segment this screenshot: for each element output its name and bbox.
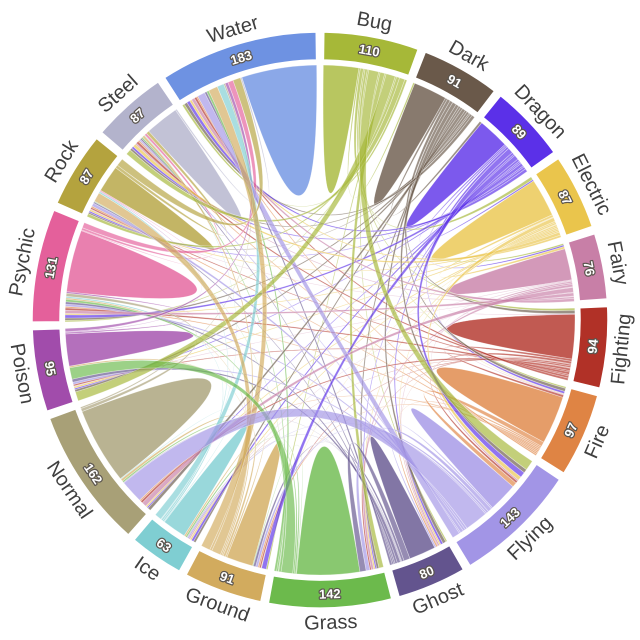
ribbon-poison-water [64,81,253,332]
arc-segment-fairy [567,232,609,302]
self-ribbon-psychic [66,230,198,299]
segment-value-ground: 91 [218,568,237,587]
self-ribbon-steel [148,109,242,221]
self-ribbon-water [241,64,318,196]
ribbons [64,67,576,575]
ribbon-fire-flying [423,390,545,488]
ribbon-dragon-flying [417,148,525,478]
segment-label-bug: Bug [355,8,394,36]
segment-value-fairy: 76 [580,260,597,277]
self-ribbon-ghost [370,436,436,560]
self-ribbon-normal [81,377,212,480]
arc-segment-fighting [571,305,609,390]
self-ribbon-ice [163,424,248,537]
self-ribbon-fighting [446,313,576,360]
ribbon-bug-electric [353,67,534,230]
ribbon-dragon-ground [261,155,519,570]
ribbon-bug-dark [347,67,416,199]
ribbon-dark-normal [147,108,466,511]
ribbon-rock-steel [115,130,227,236]
ribbon-bug-steel [126,77,406,222]
self-ribbon-ground [226,440,282,567]
ribbon-fighting-fire [443,345,573,398]
arc-segment-rock [55,137,120,216]
self-ribbons [65,64,576,576]
self-ribbon-bug [322,64,360,194]
ribbon-flying-water [197,92,460,539]
segment-value-fire: 97 [561,420,581,439]
self-ribbon-fire [436,367,564,443]
ribbon-fairy-fire [443,280,573,396]
ribbon-fire-ghost [395,400,542,548]
segment-value-electric: 87 [555,188,575,208]
segment-value-fighting: 94 [585,338,601,355]
arc-segments [31,31,609,609]
arc-segment-poison [31,327,75,413]
ribbon-flying-grass [356,427,492,572]
ribbon-psychic-steel [81,132,220,260]
arc-segment-normal [48,407,149,536]
ribbon-ghost-grass [347,442,411,573]
segment-value-poison: 95 [42,360,59,377]
arc-segment-bug [322,31,420,77]
segment-label-fairy: Fairy [603,239,633,287]
ribbon-bug-flying [359,69,533,470]
segment-value-water: 183 [229,47,254,68]
segment-value-grass: 142 [319,586,341,602]
segment-value-ghost: 80 [417,563,436,582]
ribbon-flying-normal [123,408,486,529]
self-ribbon-poison [65,330,194,367]
self-ribbon-flying [410,407,514,509]
segment-label-fighting: Fighting [607,313,636,386]
arc-segment-ghost [390,544,465,598]
ribbon-dark-dragon [390,97,483,216]
ribbon-fairy-normal [141,287,574,507]
ribbon-ground-ice [183,432,265,558]
arc-segment-ice [132,517,195,573]
self-ribbon-grass [296,446,361,576]
arc-segment-dragon [481,94,556,170]
arc-segment-ground [184,549,268,603]
ribbon-bug-poison [75,73,396,402]
self-ribbon-dark [373,82,446,206]
ribbon-ground-water [200,86,268,551]
ribbon-fighting-flying [429,352,572,484]
arc-segment-water [163,31,318,103]
ribbon-electric-normal [145,225,559,508]
ribbon-rock-water [116,77,264,226]
self-ribbon-dragon [406,122,506,228]
arc-segment-grass [267,570,393,609]
ribbon-dragon-fairy [425,145,565,269]
arc-segment-psychic [31,209,81,323]
self-ribbon-electric [431,180,553,261]
arc-segment-flying [454,463,561,567]
segment-value-bug: 110 [358,41,381,60]
arc-segment-fire [539,387,599,475]
segment-label-grass: Grass [304,611,358,635]
arc-segment-electric [534,157,594,237]
arc-segment-dark [414,50,496,115]
ribbon-electric-fairy [438,214,566,278]
segment-value-psychic: 131 [42,256,61,280]
arc-segment-steel [100,80,175,152]
self-ribbon-rock [100,167,215,251]
